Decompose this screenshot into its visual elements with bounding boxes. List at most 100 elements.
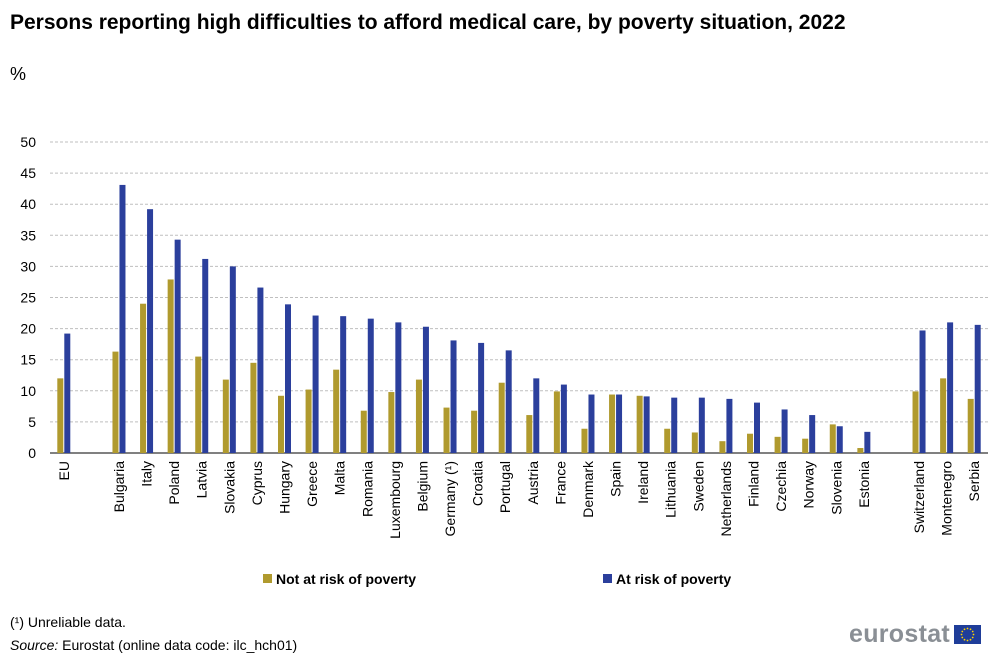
x-category-label: Portugal (497, 461, 513, 513)
y-tick-label: 40 (20, 196, 36, 212)
bar-at-risk (505, 350, 512, 453)
bar-not-at-risk (57, 378, 64, 453)
bar-at-risk (864, 431, 871, 453)
y-tick-label: 0 (28, 445, 36, 461)
bar-at-risk (974, 324, 981, 453)
x-category-label: Austria (525, 461, 541, 505)
bar-not-at-risk (940, 378, 947, 453)
bar-at-risk (174, 239, 181, 453)
bar-not-at-risk (112, 351, 119, 453)
eu-flag-icon (954, 624, 982, 644)
bar-not-at-risk (305, 389, 312, 453)
x-category-label: Poland (166, 461, 182, 505)
bar-at-risk (533, 378, 540, 453)
x-category-label: Serbia (966, 461, 982, 502)
flag-star (972, 633, 975, 635)
y-tick-label: 45 (20, 165, 36, 181)
legend: Not at risk of poverty At risk of povert… (263, 571, 731, 587)
x-category-label: Norway (801, 461, 817, 508)
x-category-label: Spain (608, 461, 624, 497)
bar-not-at-risk (912, 391, 919, 453)
flag-star (971, 636, 974, 638)
y-tick-label: 50 (20, 134, 36, 150)
y-tick-label: 15 (20, 352, 36, 368)
bar-not-at-risk (829, 424, 836, 453)
flag-star (966, 627, 969, 629)
bar-not-at-risk (250, 362, 257, 453)
bar-not-at-risk (415, 379, 422, 453)
brand-text: eurostat (849, 619, 951, 648)
x-category-label: Latvia (194, 461, 210, 499)
bar-at-risk (588, 394, 595, 453)
bar-not-at-risk (553, 391, 560, 453)
x-category-label: Montenegro (939, 461, 955, 536)
bar-not-at-risk (195, 356, 202, 453)
bar-not-at-risk (333, 369, 340, 453)
bar-at-risk (64, 333, 71, 453)
grid-lines (50, 141, 988, 454)
bar-at-risk (312, 315, 319, 453)
y-tick-label: 30 (20, 258, 36, 274)
bar-not-at-risk (498, 382, 505, 453)
bar-not-at-risk (581, 428, 588, 453)
eurostat-logo: eurostat (849, 619, 982, 648)
bar-at-risk (367, 318, 374, 453)
bar-not-at-risk (664, 428, 671, 453)
bar-at-risk (698, 397, 705, 453)
source-text: Eurostat (online data code: ilc_hch01) (62, 637, 298, 653)
x-axis-labels: EU Bulgaria Italy Poland Latvia Slovakia Cypru… (56, 460, 982, 539)
y-axis-ticks: 0 5 10 15 20 25 30 35 40 45 50 (20, 134, 36, 461)
bar-not-at-risk (167, 279, 174, 453)
flag-star (969, 638, 972, 641)
x-category-label: Croatia (470, 461, 486, 506)
x-category-label: Ireland (635, 461, 651, 504)
bar-at-risk (340, 316, 347, 453)
bar-not-at-risk (691, 432, 698, 453)
bar-not-at-risk (636, 395, 643, 453)
x-category-label: Luxembourg (387, 461, 403, 539)
x-category-label: Romania (359, 461, 375, 517)
flag-star (961, 630, 964, 632)
bar-not-at-risk (967, 398, 974, 453)
x-category-label: Bulgaria (111, 461, 127, 513)
x-category-label: Slovenia (828, 461, 844, 515)
bar-not-at-risk (526, 415, 533, 453)
y-tick-label: 10 (20, 383, 36, 399)
x-category-label: Finland (746, 461, 762, 507)
x-category-label: Malta (332, 461, 348, 495)
flag-star (969, 627, 972, 630)
x-category-label: Estonia (856, 461, 872, 508)
bar-at-risk (726, 398, 733, 453)
y-tick-label: 5 (28, 414, 36, 430)
x-category-label: France (552, 461, 568, 505)
bar-at-risk (257, 287, 264, 453)
flag-star (961, 636, 964, 638)
y-tick-label: 35 (20, 227, 36, 243)
x-category-label: Switzerland (911, 461, 927, 533)
bar-not-at-risk (140, 303, 147, 453)
x-category-label: Netherlands (718, 461, 734, 537)
footnote: (¹) Unreliable data. (10, 614, 126, 630)
bar-not-at-risk (443, 407, 450, 453)
bar-not-at-risk (774, 436, 781, 453)
bar-not-at-risk (609, 394, 616, 453)
bar-at-risk (147, 209, 154, 453)
source-line: Source: Eurostat (online data code: ilc_… (10, 637, 297, 653)
x-category-label: Lithuania (663, 461, 679, 518)
legend-label-not-at-risk: Not at risk of poverty (276, 571, 416, 587)
bar-at-risk (229, 266, 236, 453)
bar-at-risk (809, 415, 816, 453)
y-tick-label: 20 (20, 321, 36, 337)
flag-star (963, 638, 966, 641)
bar-not-at-risk (222, 379, 229, 453)
bar-not-at-risk (747, 433, 753, 453)
bar-at-risk (285, 304, 291, 453)
legend-swatch-at-risk (603, 574, 612, 583)
bar-at-risk (643, 396, 650, 453)
bar-not-at-risk (388, 392, 395, 453)
bar-at-risk (919, 330, 926, 453)
bar-at-risk (836, 426, 843, 453)
chart-title: Persons reporting high difficulties to a… (10, 11, 846, 34)
source-label: Source: (10, 637, 59, 653)
x-category-label: Denmark (580, 460, 596, 518)
